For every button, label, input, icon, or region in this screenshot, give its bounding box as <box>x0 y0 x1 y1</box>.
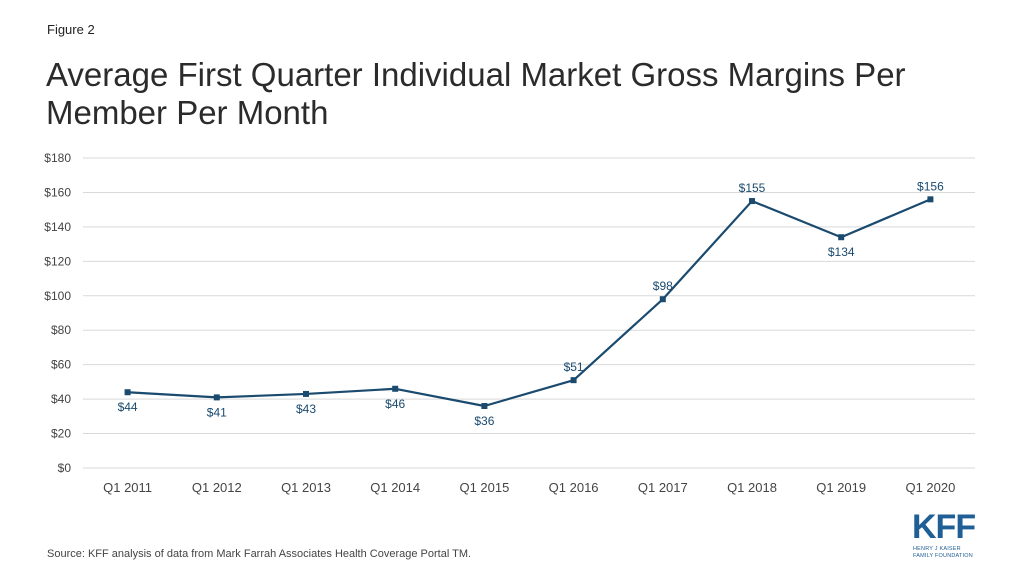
data-labels: $44 $41 $43 $46 $36 $51 $98 $155 $134 $156 <box>118 179 944 428</box>
data-point <box>481 403 488 409</box>
x-tick-label: Q1 2020 <box>905 480 955 495</box>
data-label: $44 <box>118 400 138 414</box>
x-tick-label: Q1 2018 <box>727 480 777 495</box>
data-label: $46 <box>385 397 405 411</box>
y-tick-label: $180 <box>44 151 71 165</box>
data-point <box>570 377 577 384</box>
data-label: $41 <box>207 405 227 419</box>
x-tick-label: Q1 2013 <box>281 480 331 495</box>
y-axis-tick-labels: $0 $20 $40 $60 $80 $100 $120 $140 $160 $180 <box>44 151 71 475</box>
data-label: $43 <box>296 402 316 416</box>
y-tick-label: $140 <box>44 220 71 234</box>
chart-title-line-1: Average First Quarter Individual Market … <box>46 56 906 93</box>
figure-label: Figure 2 <box>47 22 95 37</box>
data-point <box>659 296 666 303</box>
x-tick-label: Q1 2016 <box>549 480 599 495</box>
y-tick-label: $80 <box>51 323 71 337</box>
gridlines <box>83 157 975 469</box>
y-tick-label: $20 <box>51 427 71 441</box>
y-tick-label: $120 <box>44 254 71 268</box>
x-tick-label: Q1 2012 <box>192 480 242 495</box>
data-point <box>392 385 399 392</box>
kff-logo: KFF HENRY J KAISER FAMILY FOUNDATION <box>912 510 992 560</box>
data-label: $156 <box>917 179 944 193</box>
kff-logo-subtitle: HENRY J KAISER FAMILY FOUNDATION <box>913 546 973 559</box>
data-point <box>927 196 934 203</box>
data-point <box>124 389 131 396</box>
x-tick-label: Q1 2015 <box>459 480 509 495</box>
y-tick-label: $0 <box>58 461 72 475</box>
data-point <box>749 198 755 205</box>
data-label: $36 <box>474 414 494 428</box>
series-line <box>127 198 931 408</box>
x-tick-label: Q1 2014 <box>370 480 420 495</box>
y-tick-label: $60 <box>51 358 71 372</box>
data-label: $155 <box>739 181 766 195</box>
source-note: Source: KFF analysis of data from Mark F… <box>47 548 472 560</box>
x-tick-label: Q1 2017 <box>638 480 688 495</box>
kff-logo-wordmark: KFF <box>912 508 976 546</box>
data-point <box>838 234 845 241</box>
y-tick-label: $100 <box>44 289 71 303</box>
data-label: $51 <box>564 360 584 374</box>
x-axis-tick-labels: Q1 2011 Q1 2012 Q1 2013 Q1 2014 Q1 2015 Q1 20… <box>103 480 955 495</box>
data-point <box>303 390 309 397</box>
y-tick-label: $40 <box>51 392 71 406</box>
x-tick-label: Q1 2019 <box>816 480 866 495</box>
chart-title-line-2: Member Per Month <box>46 94 329 131</box>
chart-title: Average First Quarter Individual Market … <box>46 56 986 132</box>
y-tick-label: $160 <box>44 185 71 199</box>
x-tick-label: Q1 2011 <box>103 480 152 495</box>
kff-logo-subtitle-line-1: HENRY J KAISER <box>913 546 961 552</box>
data-label: $134 <box>828 245 855 259</box>
data-label: $98 <box>653 279 673 293</box>
data-point <box>213 394 220 401</box>
kff-logo-subtitle-line-2: FAMILY FOUNDATION <box>913 552 973 559</box>
data-points <box>124 196 934 409</box>
series-line-path <box>127 198 931 408</box>
